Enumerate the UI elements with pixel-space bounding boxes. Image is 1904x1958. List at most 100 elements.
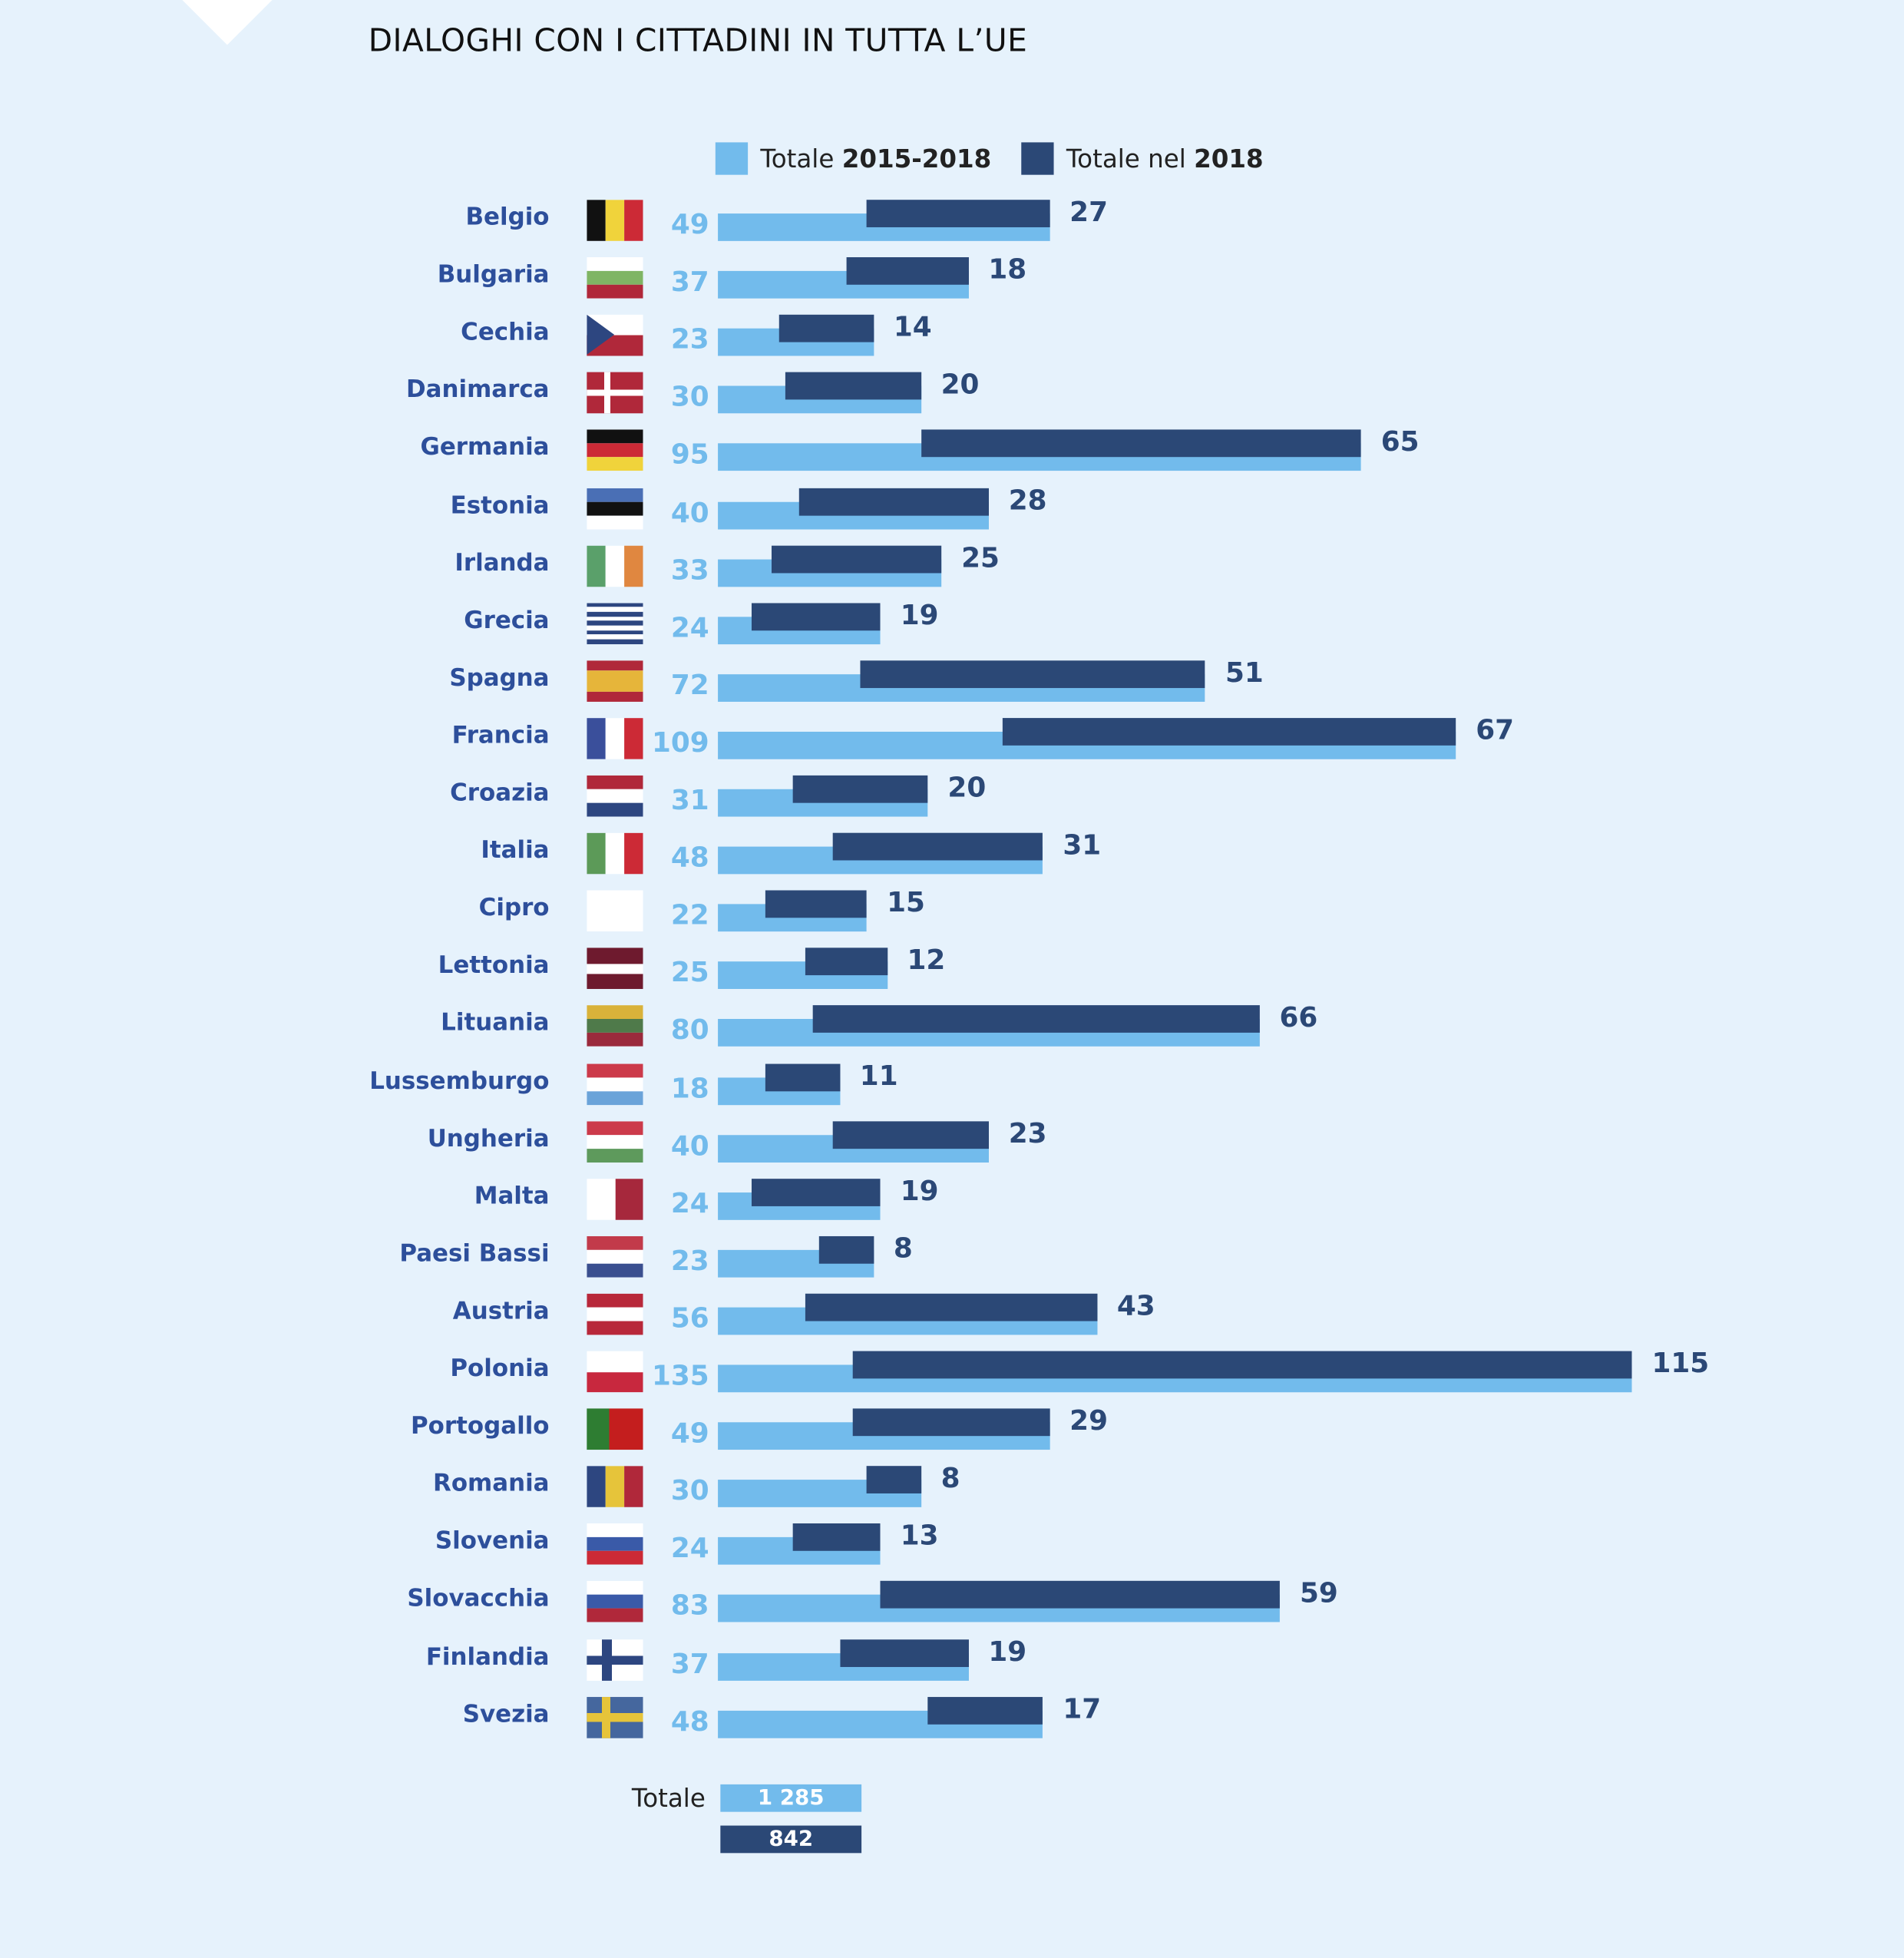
value-2018: 51: [1225, 657, 1264, 690]
bar-2018: [798, 488, 989, 515]
flag-icon: [587, 1581, 643, 1623]
value-2018: 14: [893, 312, 932, 344]
flag-icon: [587, 717, 643, 759]
flag-icon: [587, 1639, 643, 1681]
country-label: Austria: [452, 1297, 550, 1325]
country-label: Croazia: [450, 779, 550, 807]
bar-2018: [853, 1408, 1050, 1437]
bar-2018: [927, 1696, 1043, 1725]
bar-2018: [832, 1120, 989, 1149]
flag-icon: [587, 430, 643, 471]
value-2015-2018: 33: [670, 555, 709, 587]
value-2015-2018: 24: [670, 1533, 709, 1566]
value-2018: 13: [900, 1521, 939, 1553]
flag-icon: [587, 1120, 643, 1163]
flag-icon: [587, 1466, 643, 1508]
value-2018: 19: [900, 600, 939, 632]
value-2015-2018: 135: [651, 1361, 709, 1393]
value-2018: 20: [947, 772, 987, 805]
value-2015-2018: 40: [670, 1130, 709, 1163]
flag-icon: [587, 1005, 643, 1047]
country-label: Slovenia: [435, 1527, 550, 1556]
value-2015-2018: 48: [670, 842, 709, 875]
flag-icon: [587, 372, 643, 414]
country-label: Ungheria: [427, 1124, 550, 1153]
country-label: Francia: [451, 721, 550, 749]
legend-label-2015-2018: Totale 2015-2018: [760, 144, 991, 174]
country-label: Paesi Bassi: [399, 1239, 550, 1268]
value-2015-2018: 30: [670, 1476, 709, 1508]
flag-icon: [587, 488, 643, 529]
value-2015-2018: 22: [670, 900, 709, 932]
flag-icon: [587, 1063, 643, 1105]
value-2018: 17: [1063, 1694, 1102, 1725]
bar-2018: [792, 1523, 881, 1552]
value-2018: 11: [859, 1060, 898, 1093]
value-2015-2018: 37: [670, 1649, 709, 1681]
country-label: Slovacchia: [407, 1585, 550, 1613]
legend-prefix: Totale: [760, 144, 842, 174]
value-2018: 18: [988, 254, 1027, 286]
legend-label-2018: Totale nel 2018: [1066, 144, 1264, 174]
flag-icon: [587, 775, 643, 817]
country-label: Romania: [433, 1470, 550, 1498]
value-2015-2018: 30: [670, 382, 709, 414]
value-2015-2018: 95: [670, 440, 709, 471]
country-label: Polonia: [450, 1354, 550, 1383]
flag-icon: [587, 1293, 643, 1335]
value-2015-2018: 49: [670, 210, 709, 241]
decorative-notch: [182, 0, 273, 45]
value-2015-2018: 24: [670, 612, 709, 644]
bar-2018: [867, 200, 1050, 227]
bar-2018: [752, 602, 881, 630]
value-2018: 19: [988, 1636, 1027, 1668]
value-2018: 59: [1299, 1579, 1338, 1610]
country-label: Spagna: [449, 663, 550, 692]
country-label: Danimarca: [405, 375, 550, 404]
total-2015-2018: 1 285: [720, 1784, 862, 1812]
value-2018: 25: [961, 542, 1000, 574]
country-label: Svezia: [462, 1700, 550, 1728]
value-2018: 65: [1380, 427, 1420, 459]
bar-2018: [832, 832, 1043, 861]
legend-bold: 2018: [1194, 144, 1264, 174]
country-label: Cipro: [478, 894, 550, 922]
country-label: Germania: [420, 433, 550, 461]
value-2015-2018: 31: [670, 785, 709, 817]
value-2018: 27: [1069, 197, 1108, 229]
flag-icon: [587, 1408, 643, 1450]
country-label: Lituania: [441, 1009, 550, 1037]
bar-2018: [867, 1466, 921, 1494]
bar-2018: [819, 1235, 874, 1264]
bar-2018: [765, 1063, 840, 1091]
flag-icon: [587, 545, 643, 587]
country-label: Lettonia: [438, 951, 550, 980]
value-2018: 31: [1063, 830, 1102, 862]
value-2015-2018: 24: [670, 1188, 709, 1220]
legend-swatch-2015-2018: [715, 142, 749, 175]
value-2015-2018: 48: [670, 1706, 709, 1738]
bar-2018: [785, 372, 921, 400]
country-label: Malta: [474, 1182, 550, 1210]
bar-2018: [880, 1581, 1280, 1609]
value-2018: 67: [1476, 715, 1515, 747]
bar-2018: [805, 948, 888, 976]
value-2018: 8: [893, 1233, 913, 1265]
value-2015-2018: 40: [670, 498, 709, 529]
flag-icon: [587, 890, 643, 932]
country-label: Estonia: [450, 491, 550, 519]
value-2015-2018: 109: [651, 727, 709, 759]
value-2015-2018: 23: [670, 1245, 709, 1278]
value-2015-2018: 80: [670, 1015, 709, 1047]
bar-2018: [921, 430, 1361, 458]
value-2018: 28: [1008, 485, 1047, 517]
bar-2018: [792, 775, 928, 803]
bar-2018: [839, 1639, 969, 1667]
flag-icon: [587, 948, 643, 990]
country-label: Portogallo: [411, 1412, 550, 1440]
country-label: Grecia: [464, 606, 550, 634]
bar-2018: [765, 890, 868, 918]
flag-icon: [587, 1351, 643, 1393]
value-2018: 115: [1651, 1348, 1710, 1380]
value-2015-2018: 23: [670, 325, 709, 356]
